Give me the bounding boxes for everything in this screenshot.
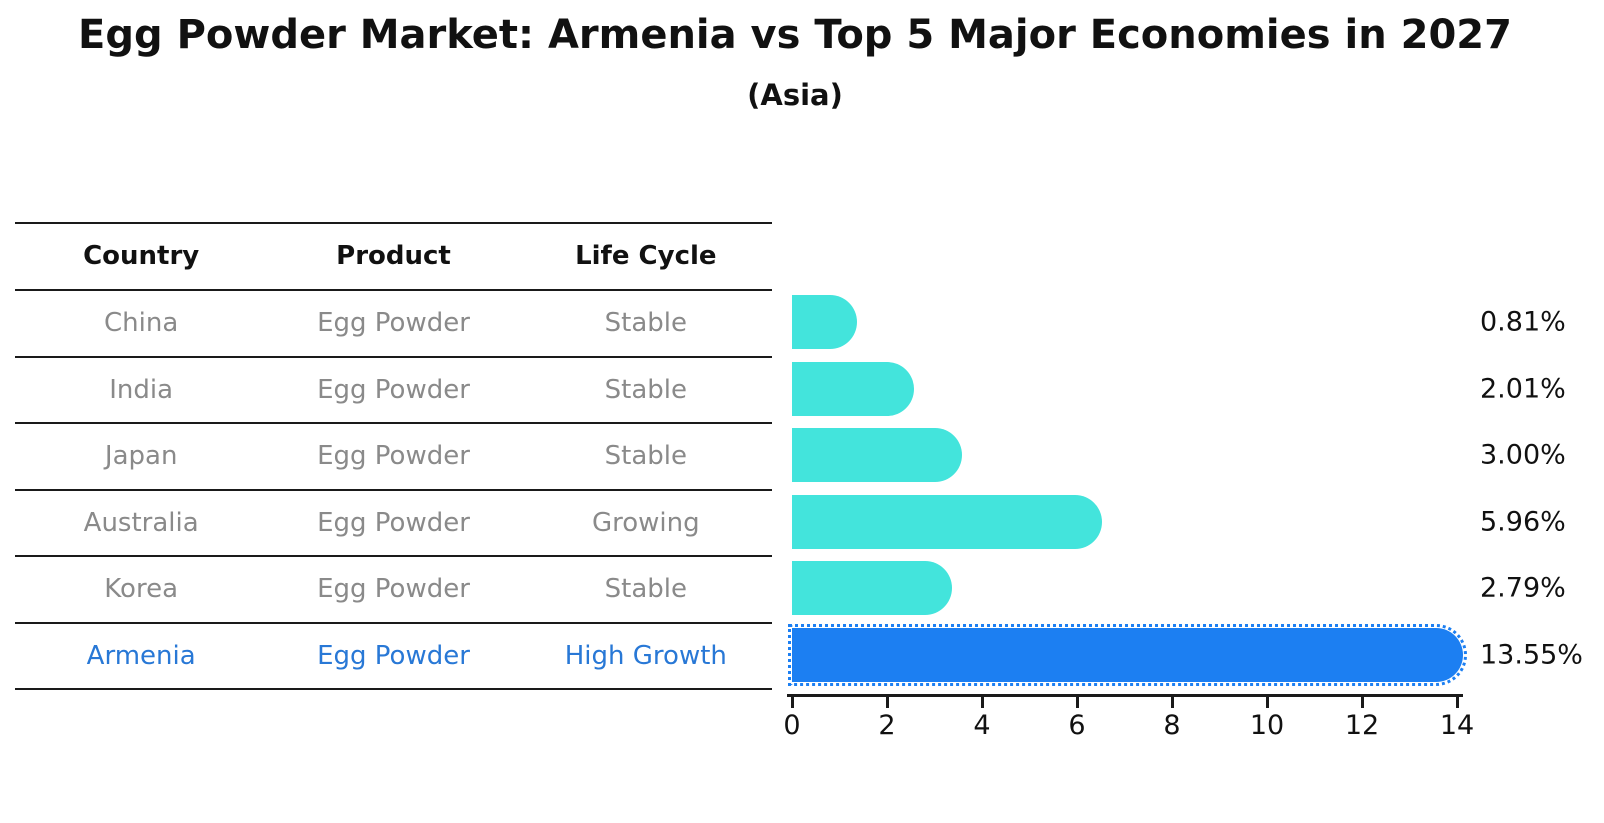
tick-mark [885, 697, 889, 708]
value-label: 0.81% [1480, 306, 1566, 338]
cell-country: Japan [104, 441, 178, 471]
bar-india [792, 361, 915, 416]
tick-mark [1170, 697, 1174, 708]
cell-life-cycle: High Growth [564, 640, 727, 671]
chart-title: Egg Powder Market: Armenia vs Top 5 Majo… [78, 12, 1512, 58]
cell-country: China [104, 308, 179, 338]
table-row: Korea Egg Powder Stable [15, 555, 772, 622]
tick-mark [980, 697, 984, 708]
header-cell-country: Country [83, 241, 200, 271]
cell-life-cycle: Stable [604, 308, 687, 338]
cell-country: Australia [83, 507, 199, 538]
tick-mark [1075, 697, 1079, 708]
tick-label: 14 [1439, 710, 1475, 741]
cell-life-cycle: Stable [604, 374, 687, 405]
cell-product: Egg Powder [317, 374, 470, 405]
cell-product: Egg Powder [317, 308, 470, 338]
tick-label: 8 [1163, 710, 1181, 741]
tick-mark [790, 697, 794, 708]
value-label: 2.79% [1480, 572, 1566, 604]
tick-label: 4 [973, 710, 991, 741]
table-row: India Egg Powder Stable [15, 355, 772, 423]
tick-mark [1360, 697, 1364, 708]
table-row: China Egg Powder Stable [15, 289, 772, 356]
header-cell-product: Product [336, 241, 451, 271]
bar-armenia [788, 623, 1467, 686]
table-header-row: Country Product Life Cycle [15, 222, 772, 289]
tick-label: 10 [1249, 710, 1285, 741]
tick-label: 12 [1344, 710, 1380, 741]
tick-label: 2 [878, 710, 896, 741]
table-row: Japan Egg Powder Stable [15, 422, 772, 489]
cell-product: Egg Powder [317, 574, 470, 604]
bar-china [792, 295, 858, 349]
value-label: 2.01% [1480, 373, 1566, 404]
cell-life-cycle: Growing [591, 507, 700, 538]
table-row-highlighted: Armenia Egg Powder High Growth [15, 621, 772, 689]
tick-mark [1265, 697, 1269, 708]
tick-label: 0 [783, 710, 801, 741]
cell-country: India [109, 374, 174, 405]
value-label: 5.96% [1480, 506, 1566, 537]
tick-mark [1455, 697, 1459, 708]
chart-subtitle: (Asia) [747, 78, 843, 112]
cell-life-cycle: Stable [604, 574, 687, 604]
cell-product: Egg Powder [317, 640, 470, 671]
bar-australia [792, 494, 1103, 549]
cell-country: Korea [104, 574, 179, 604]
cell-life-cycle: Stable [604, 441, 687, 471]
cell-country: Armenia [86, 640, 196, 671]
value-label: 3.00% [1480, 439, 1566, 471]
x-axis-line [787, 694, 1463, 697]
bar-japan [792, 428, 962, 482]
tick-label: 6 [1068, 710, 1086, 741]
value-label: 13.55% [1480, 639, 1583, 670]
table-row: Australia Egg Powder Growing [15, 488, 772, 556]
comparison-table: Country Product Life Cycle China Egg Pow… [15, 222, 772, 690]
bar-korea [792, 561, 952, 615]
header-cell-life-cycle: Life Cycle [575, 241, 717, 271]
cell-product: Egg Powder [317, 441, 470, 471]
cell-product: Egg Powder [317, 507, 470, 538]
